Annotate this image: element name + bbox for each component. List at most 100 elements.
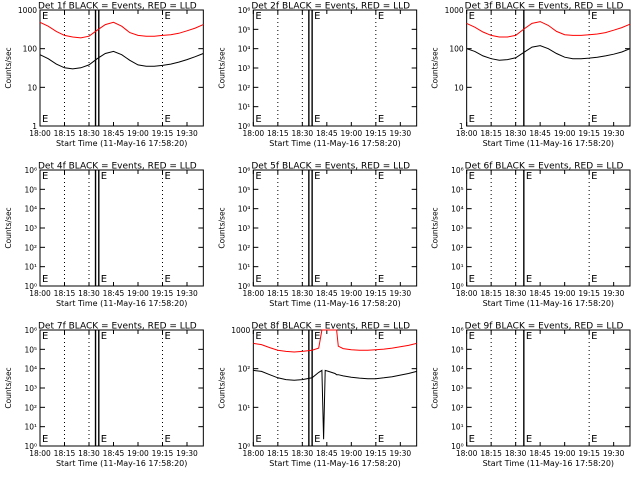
e-flag: E [526, 434, 532, 445]
e-flag: E [164, 331, 170, 342]
y-tick-label: 100 [449, 45, 464, 54]
x-tick-label: 19:30 [390, 449, 412, 458]
y-tick-label: 10¹ [451, 263, 464, 272]
x-tick-label: 18:15 [54, 129, 76, 138]
y-tick-label: 10² [451, 243, 464, 252]
x-tick-label: 18:00 [29, 129, 51, 138]
y-tick-label: 10⁵ [238, 25, 251, 34]
y-axis-label: Counts/sec [431, 207, 440, 248]
x-tick-label: 18:00 [456, 449, 478, 458]
e-flag: E [591, 114, 597, 125]
x-tick-label: 18:15 [54, 449, 76, 458]
x-axis-label: Start Time (11-May-16 17:58:20) [483, 299, 614, 308]
y-tick-label: 10⁶ [238, 6, 251, 15]
y-tick-label: 10² [24, 243, 37, 252]
plot-frame [466, 9, 631, 127]
x-tick-label: 18:45 [316, 449, 338, 458]
y-tick-label: 10³ [24, 384, 37, 393]
plot-frame [252, 329, 418, 447]
x-tick-label: 19:00 [127, 289, 149, 298]
plot-frame [39, 9, 204, 127]
y-tick-label: 10⁴ [451, 205, 464, 214]
y-tick-label: 10³ [451, 384, 464, 393]
y-tick-label: 10⁶ [451, 166, 464, 175]
y-tick-label: 10¹ [24, 423, 37, 432]
x-tick-label: 18:15 [480, 289, 502, 298]
x-tick-label: 18:15 [267, 449, 289, 458]
x-tick-label: 19:00 [554, 449, 576, 458]
y-tick-label: 10³ [24, 224, 37, 233]
series-line-lld [39, 21, 204, 39]
y-tick-label: 1000 [18, 6, 37, 15]
e-flag: E [378, 331, 384, 342]
x-tick-label: 18:30 [292, 449, 314, 458]
e-flag: E [591, 171, 597, 182]
y-tick-label: 10¹ [238, 403, 251, 412]
series-line-events [253, 369, 417, 440]
e-flag: E [378, 171, 384, 182]
e-flag: E [42, 434, 48, 445]
y-tick-label: 10⁶ [24, 166, 37, 175]
y-tick-label: 10² [238, 83, 251, 92]
y-tick-label: 10⁶ [238, 166, 251, 175]
e-flag: E [101, 434, 107, 445]
x-axis-label: Start Time (11-May-16 17:58:20) [483, 459, 614, 468]
e-flag: E [255, 331, 261, 342]
y-tick-label: 10¹ [238, 263, 251, 272]
y-axis-label: Counts/sec [431, 367, 440, 408]
x-tick-label: 19:15 [365, 449, 387, 458]
e-flag: E [255, 274, 261, 285]
x-tick-label: 19:15 [578, 289, 600, 298]
y-tick-label: 10 [27, 83, 37, 92]
series-line-lld [466, 21, 631, 38]
y-axis-label: Counts/sec [217, 207, 226, 248]
chart-title: Det 5f BLACK = Events, RED = LLD [251, 162, 410, 172]
x-tick-label: 18:30 [78, 289, 100, 298]
x-tick-label: 19:00 [554, 129, 576, 138]
x-tick-label: 19:15 [578, 129, 600, 138]
y-axis-label: Counts/sec [217, 47, 226, 88]
e-flag: E [255, 114, 261, 125]
y-tick-label: 10⁰ [238, 122, 251, 131]
e-flag: E [314, 331, 320, 342]
y-tick-label: 10⁵ [451, 185, 464, 194]
x-tick-label: 18:30 [505, 289, 527, 298]
e-flag: E [42, 114, 48, 125]
x-tick-label: 19:15 [152, 449, 174, 458]
y-tick-label: 10⁴ [451, 365, 464, 374]
e-flag: E [164, 171, 170, 182]
x-tick-label: 19:30 [176, 129, 198, 138]
e-flag: E [101, 274, 107, 285]
x-tick-label: 18:45 [316, 129, 338, 138]
e-flag: E [314, 114, 320, 125]
x-tick-label: 19:30 [176, 449, 198, 458]
e-flag: E [591, 434, 597, 445]
y-tick-label: 10³ [238, 64, 251, 73]
e-flag: E [255, 434, 261, 445]
x-tick-label: 18:45 [103, 129, 125, 138]
x-tick-label: 18:15 [54, 289, 76, 298]
x-axis-label: Start Time (11-May-16 17:58:20) [483, 139, 614, 148]
plot-frame [39, 169, 204, 287]
x-tick-label: 19:15 [365, 129, 387, 138]
e-flag: E [469, 274, 475, 285]
x-tick-label: 19:00 [554, 289, 576, 298]
y-tick-label: 10⁰ [451, 282, 464, 291]
x-tick-label: 18:30 [292, 289, 314, 298]
chart-title: Det 7f BLACK = Events, RED = LLD [38, 322, 197, 332]
series-line-events [466, 45, 631, 61]
x-axis-label: Start Time (11-May-16 17:58:20) [56, 139, 187, 148]
y-tick-label: 10¹ [451, 423, 464, 432]
y-tick-label: 1 [32, 122, 37, 131]
e-flag: E [526, 171, 532, 182]
y-tick-label: 10⁵ [238, 185, 251, 194]
e-flag: E [164, 274, 170, 285]
x-tick-label: 19:30 [390, 289, 412, 298]
x-tick-label: 19:00 [341, 129, 363, 138]
x-tick-label: 18:45 [103, 289, 125, 298]
